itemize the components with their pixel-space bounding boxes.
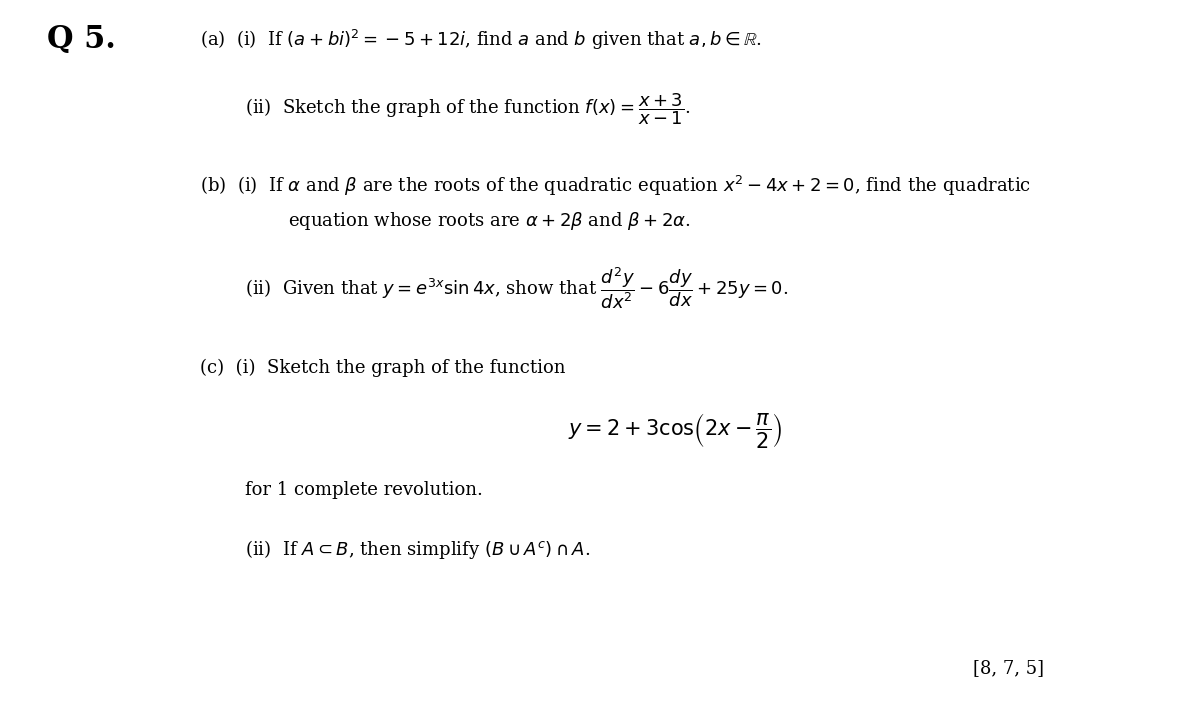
Text: for 1 complete revolution.: for 1 complete revolution. <box>245 481 482 499</box>
Text: $y = 2 + 3\cos\!\left(2x - \dfrac{\pi}{2}\right)$: $y = 2 + 3\cos\!\left(2x - \dfrac{\pi}{2… <box>568 411 782 450</box>
Text: (c)  (i)  Sketch the graph of the function: (c) (i) Sketch the graph of the function <box>199 359 565 377</box>
Text: Q 5.: Q 5. <box>47 25 115 55</box>
Text: (b)  (i)  If $\alpha$ and $\beta$ are the roots of the quadratic equation $x^2 -: (b) (i) If $\alpha$ and $\beta$ are the … <box>199 175 1031 198</box>
Text: (ii)  Sketch the graph of the function $f(x) = \dfrac{x+3}{x-1}$.: (ii) Sketch the graph of the function $f… <box>245 92 691 128</box>
Text: equation whose roots are $\alpha + 2\beta$ and $\beta + 2\alpha$.: equation whose roots are $\alpha + 2\bet… <box>288 210 690 232</box>
Text: (ii)  Given that $y = e^{3x} \sin 4x$, show that $\dfrac{d^2y}{dx^2} - 6\dfrac{d: (ii) Given that $y = e^{3x} \sin 4x$, sh… <box>245 265 788 311</box>
Text: (a)  (i)  If $(a + bi)^2 = -5 + 12i$, find $a$ and $b$ given that $a, b \in \mat: (a) (i) If $(a + bi)^2 = -5 + 12i$, find… <box>199 28 762 52</box>
Text: [8, 7, 5]: [8, 7, 5] <box>973 659 1044 677</box>
Text: (ii)  If $A \subset B$, then simplify $(B \cup A^c) \cap A$.: (ii) If $A \subset B$, then simplify $(B… <box>245 538 590 561</box>
